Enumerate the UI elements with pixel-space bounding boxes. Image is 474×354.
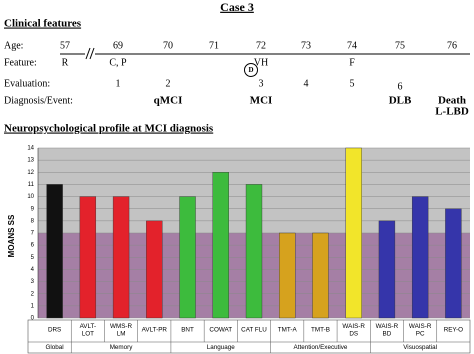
- feature: F: [349, 57, 355, 68]
- diagnosis: qMCI: [154, 95, 183, 107]
- bar: [112, 196, 130, 319]
- bar: [79, 196, 97, 319]
- x-tick-label: WMS-R: [110, 323, 132, 330]
- age: 75: [395, 40, 405, 51]
- diagnosis: MCI: [250, 95, 273, 107]
- row-label: Feature:: [4, 57, 37, 68]
- bar: [146, 220, 163, 319]
- y-tick-label: 1: [31, 303, 35, 309]
- bar: [279, 232, 296, 319]
- age: 69: [113, 40, 123, 51]
- y-tick-label: 11: [28, 182, 35, 188]
- bar: [312, 232, 329, 319]
- x-tick-label: CAT FLU: [241, 327, 267, 334]
- x-tick-label: WAIS-R: [376, 323, 399, 330]
- diagnosis: Death: [438, 95, 466, 107]
- group-label: Global: [46, 344, 64, 351]
- bar: [345, 147, 362, 319]
- y-tick-label: 9: [31, 206, 35, 212]
- label-box: [27, 319, 471, 354]
- y-tick-label: 13: [27, 158, 34, 164]
- age: 76: [447, 40, 457, 51]
- y-tick-label: 14: [27, 146, 34, 152]
- group-label: Attention/Executive: [294, 344, 348, 351]
- bar: [212, 172, 229, 319]
- group-label: Visuospatial: [403, 344, 437, 351]
- bar: [46, 184, 63, 319]
- break-mark: [85, 47, 91, 60]
- feature: R: [62, 57, 69, 68]
- x-tick-label: LM: [117, 330, 126, 337]
- bar: [378, 220, 396, 319]
- age: 57: [60, 40, 70, 51]
- x-tick-label: AVLT-: [80, 323, 97, 330]
- y-tick-label: 2: [31, 291, 35, 297]
- evaluation: 1: [116, 78, 121, 89]
- row-label: Age:: [4, 40, 23, 51]
- age: 71: [209, 40, 219, 51]
- x-tick-label: PC: [416, 330, 425, 337]
- x-tick-label: TMT-A: [278, 327, 298, 334]
- bar: [245, 184, 263, 319]
- y-tick-label: 6: [31, 243, 35, 249]
- bar: [179, 196, 196, 319]
- x-tick-label: BNT: [181, 327, 194, 334]
- feature: VH: [254, 57, 268, 68]
- diagnosis: DLB: [389, 95, 412, 107]
- x-tick-label: AVLT-PR: [142, 327, 168, 334]
- y-tick-label: 7: [31, 231, 35, 237]
- evaluation: 3: [259, 78, 264, 89]
- x-tick-label: WAIS-R: [342, 323, 365, 330]
- x-tick-label: WAIS-R: [409, 323, 432, 330]
- y-tick-label: 4: [31, 267, 35, 273]
- section-heading: Clinical features: [4, 18, 82, 30]
- evaluation: 5: [350, 78, 355, 89]
- age: 73: [301, 40, 311, 51]
- x-tick-label: COWAT: [209, 327, 232, 334]
- group-label: Memory: [110, 344, 134, 351]
- evaluation: 4: [304, 78, 309, 89]
- chart-title: Neuropsychological profile at MCI diagno…: [4, 123, 214, 135]
- y-tick-label: 5: [31, 255, 35, 261]
- x-tick-label: BD: [383, 330, 392, 337]
- x-tick-label: LOT: [82, 330, 94, 337]
- y-tick-label: 0: [31, 316, 35, 322]
- group-label: Language: [207, 344, 236, 351]
- x-tick-label: DRS: [48, 327, 61, 334]
- diagnosis: L-LBD: [435, 106, 469, 118]
- feature: C, P: [109, 57, 127, 68]
- age: 74: [347, 40, 357, 51]
- age: 70: [163, 40, 173, 51]
- figure-title: Case 3: [220, 0, 254, 14]
- y-tick-label: 3: [31, 279, 35, 285]
- break-mark: [89, 47, 95, 60]
- evaluation: 2: [166, 78, 171, 89]
- x-tick-label: TMT-B: [311, 327, 330, 334]
- y-axis-label: MOANS SS: [7, 214, 16, 257]
- annotation-circle: [244, 63, 258, 77]
- age: 72: [256, 40, 266, 51]
- y-tick-label: 8: [31, 218, 35, 224]
- row-label: Evaluation:: [4, 78, 50, 89]
- x-tick-label: REY-O: [444, 327, 463, 334]
- bar: [411, 196, 429, 319]
- x-tick-label: DS: [349, 330, 358, 337]
- annotation: D: [248, 66, 253, 74]
- evaluation: 6: [398, 81, 403, 92]
- y-tick-label: 12: [27, 170, 34, 176]
- y-tick-label: 10: [27, 194, 34, 200]
- timeline-break: [85, 46, 95, 60]
- row-label: Diagnosis/Event:: [4, 95, 73, 106]
- bar: [445, 208, 462, 319]
